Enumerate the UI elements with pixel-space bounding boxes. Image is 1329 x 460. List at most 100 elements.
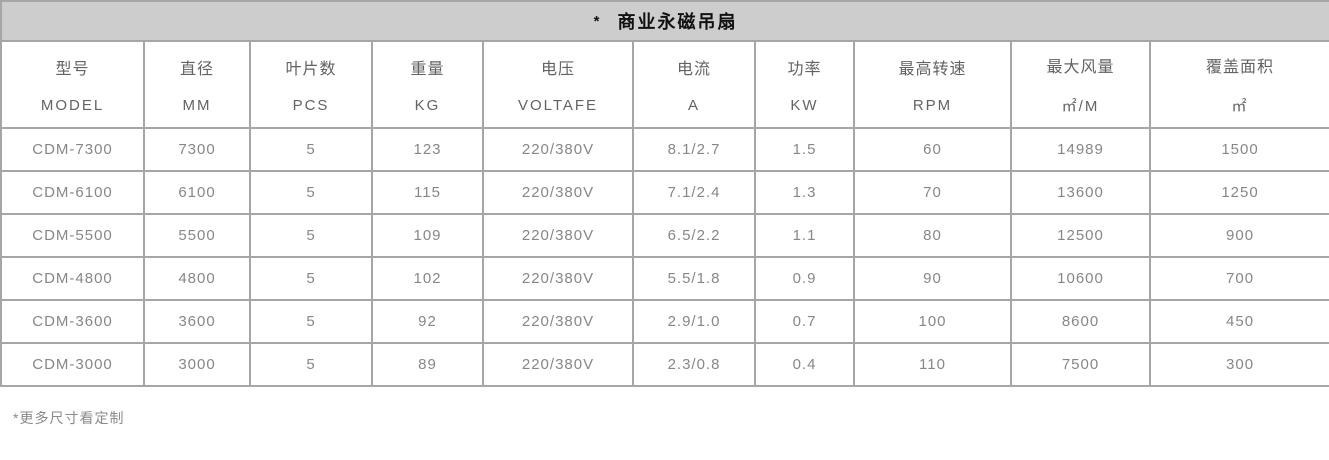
- cell-col-5: 2.9/1.0: [632, 299, 756, 344]
- column-header-labels: 电流 A: [635, 43, 753, 126]
- cell-col-8: 12500: [1010, 213, 1151, 258]
- column-header-col-7: 最高转速 RPM: [853, 40, 1012, 129]
- cell-col-1: 3600: [143, 299, 251, 344]
- cell-col-4: 220/380V: [482, 170, 634, 215]
- cell-col-0: CDM-3000: [0, 342, 145, 387]
- footnote: *更多尺寸看定制: [13, 410, 125, 426]
- column-title-cn: 功率: [787, 61, 822, 78]
- column-header-col-1: 直径 MM: [143, 40, 251, 129]
- table-row: CDM-6100 6100 5 115 220/380V 7.1/2.4 1.3 70 1360…: [0, 170, 1329, 215]
- column-unit-en: MM: [182, 97, 212, 114]
- cell-col-2: 5: [249, 256, 373, 301]
- column-header-col-0: 型号 MODEL: [0, 40, 145, 129]
- cell-col-4: 220/380V: [482, 256, 634, 301]
- column-header-labels: 最高转速 RPM: [856, 43, 1009, 126]
- cell-col-3: 123: [371, 127, 484, 172]
- table-body: CDM-7300 7300 5 123 220/380V 8.1/2.7 1.5 60 1498…: [0, 127, 1329, 387]
- column-unit-en: VOLTAFE: [517, 97, 599, 114]
- fan-spec-table: * 商业永磁吊扇 型号 MODEL 直径 MM 叶片数 PCS 重量 KG 电压 VOLTAFE 电流…: [0, 0, 1329, 387]
- cell-col-3: 109: [371, 213, 484, 258]
- column-title-cn: 最高转速: [898, 61, 967, 78]
- cell-col-0: CDM-5500: [0, 213, 145, 258]
- cell-col-3: 102: [371, 256, 484, 301]
- cell-col-0: CDM-3600: [0, 299, 145, 344]
- cell-col-6: 0.9: [754, 256, 855, 301]
- table-row: CDM-7300 7300 5 123 220/380V 8.1/2.7 1.5 60 1498…: [0, 127, 1329, 172]
- cell-col-6: 1.3: [754, 170, 855, 215]
- column-header-labels: 重量 KG: [374, 43, 481, 126]
- cell-col-6: 0.7: [754, 299, 855, 344]
- cell-col-2: 5: [249, 299, 373, 344]
- cell-col-9: 300: [1148, 342, 1329, 387]
- cell-col-1: 7300: [143, 127, 251, 172]
- column-unit-en: KG: [414, 97, 441, 114]
- table-row: CDM-4800 4800 5 102 220/380V 5.5/1.8 0.9 90 1060…: [0, 256, 1329, 301]
- column-unit-en: A: [687, 97, 700, 114]
- cell-col-5: 6.5/2.2: [632, 213, 756, 258]
- column-header-col-2: 叶片数 PCS: [249, 40, 373, 129]
- table-row: CDM-5500 5500 5 109 220/380V 6.5/2.2 1.1 80 1250…: [0, 213, 1329, 258]
- cell-col-1: 4800: [143, 256, 251, 301]
- cell-col-4: 220/380V: [482, 213, 634, 258]
- cell-col-2: 5: [249, 213, 373, 258]
- column-title-cn: 型号: [55, 61, 90, 78]
- cell-col-8: 8600: [1010, 299, 1151, 344]
- table-row: CDM-3000 3000 5 89 220/380V 2.3/0.8 0.4 110 7500…: [0, 342, 1329, 387]
- column-header-col-6: 功率 KW: [754, 40, 855, 129]
- column-title-cn: 最大风量: [1046, 59, 1115, 76]
- cell-col-8: 10600: [1010, 256, 1151, 301]
- column-header-labels: 型号 MODEL: [3, 43, 142, 126]
- cell-col-6: 1.5: [754, 127, 855, 172]
- table-title: * 商业永磁吊扇: [0, 0, 1329, 42]
- cell-col-1: 3000: [143, 342, 251, 387]
- cell-col-8: 7500: [1010, 342, 1151, 387]
- column-title-cn: 电流: [676, 61, 711, 78]
- cell-col-6: 1.1: [754, 213, 855, 258]
- cell-col-0: CDM-7300: [0, 127, 145, 172]
- table-title-row: * 商业永磁吊扇: [0, 0, 1329, 42]
- column-header-labels: 电压 VOLTAFE: [485, 43, 631, 126]
- cell-col-3: 115: [371, 170, 484, 215]
- column-title-cn: 覆盖面积: [1206, 59, 1275, 76]
- cell-col-2: 5: [249, 342, 373, 387]
- table-title-text: 商业永磁吊扇: [617, 12, 738, 32]
- column-unit-en: KW: [790, 97, 819, 114]
- cell-col-7: 70: [853, 170, 1012, 215]
- cell-col-9: 1500: [1148, 127, 1329, 172]
- cell-col-5: 7.1/2.4: [632, 170, 756, 215]
- cell-col-9: 700: [1148, 256, 1329, 301]
- column-title-cn: 叶片数: [285, 61, 337, 78]
- cell-col-7: 60: [853, 127, 1012, 172]
- column-unit-en: ㎡/M: [1061, 98, 1100, 115]
- column-header-labels: 直径 MM: [146, 43, 248, 126]
- cell-col-0: CDM-4800: [0, 256, 145, 301]
- cell-col-9: 900: [1148, 213, 1329, 258]
- cell-col-0: CDM-6100: [0, 170, 145, 215]
- column-unit-en: PCS: [292, 97, 330, 114]
- column-unit-en: MODEL: [40, 97, 105, 114]
- cell-col-5: 8.1/2.7: [632, 127, 756, 172]
- cell-col-3: 89: [371, 342, 484, 387]
- column-header-col-3: 重量 KG: [371, 40, 484, 129]
- table-row: CDM-3600 3600 5 92 220/380V 2.9/1.0 0.7 100 8600…: [0, 299, 1329, 344]
- cell-col-9: 1250: [1148, 170, 1329, 215]
- cell-col-8: 14989: [1010, 127, 1151, 172]
- cell-col-1: 5500: [143, 213, 251, 258]
- column-title-cn: 重量: [410, 61, 445, 78]
- cell-col-5: 5.5/1.8: [632, 256, 756, 301]
- table-header-row: 型号 MODEL 直径 MM 叶片数 PCS 重量 KG 电压 VOLTAFE 电流 A 功率 KW 最高转…: [0, 40, 1329, 129]
- title-asterisk: *: [593, 13, 602, 30]
- cell-col-4: 220/380V: [482, 299, 634, 344]
- column-header-col-4: 电压 VOLTAFE: [482, 40, 634, 129]
- column-header-labels: 功率 KW: [757, 43, 852, 126]
- cell-col-9: 450: [1148, 299, 1329, 344]
- column-unit-en: RPM: [912, 97, 953, 114]
- column-unit-en: ㎡: [1231, 98, 1249, 115]
- column-header-labels: 叶片数 PCS: [252, 43, 370, 126]
- cell-col-7: 80: [853, 213, 1012, 258]
